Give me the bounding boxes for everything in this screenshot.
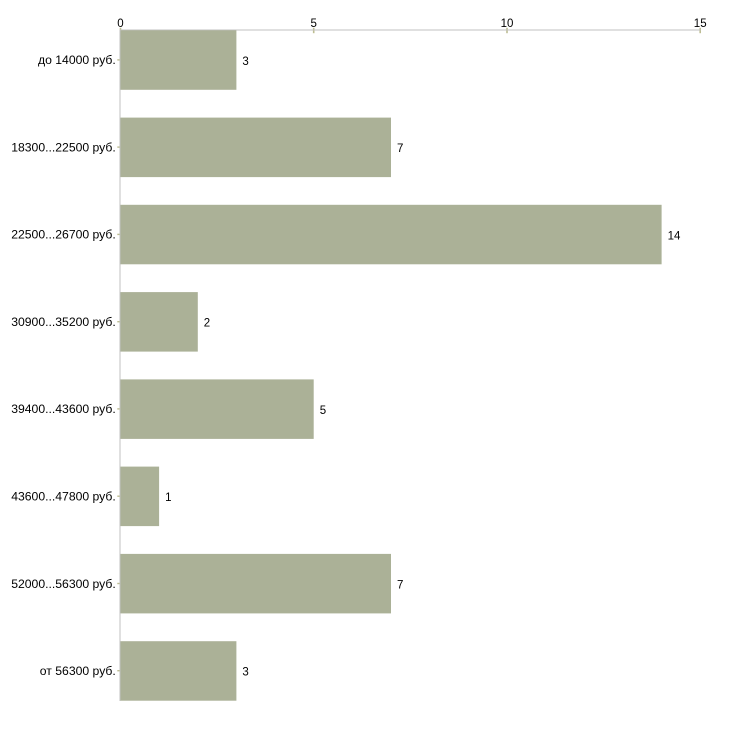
svg-text:7: 7 bbox=[397, 580, 403, 592]
svg-text:2: 2 bbox=[204, 318, 210, 330]
svg-text:7: 7 bbox=[397, 143, 403, 155]
svg-text:22500...26700 руб.: 22500...26700 руб. bbox=[11, 228, 116, 242]
svg-text:5: 5 bbox=[310, 18, 316, 30]
svg-text:30900...35200 руб.: 30900...35200 руб. bbox=[11, 315, 116, 329]
svg-text:18300...22500 руб.: 18300...22500 руб. bbox=[11, 140, 116, 154]
svg-text:до 14000 руб.: до 14000 руб. bbox=[38, 53, 116, 67]
svg-text:14: 14 bbox=[668, 230, 681, 242]
svg-text:3: 3 bbox=[242, 56, 248, 68]
svg-text:15: 15 bbox=[694, 18, 707, 30]
svg-text:52000...56300 руб.: 52000...56300 руб. bbox=[11, 577, 116, 591]
svg-text:3: 3 bbox=[242, 667, 248, 679]
svg-text:от 56300 руб.: от 56300 руб. bbox=[40, 664, 116, 678]
svg-text:0: 0 bbox=[117, 18, 123, 30]
svg-text:1: 1 bbox=[165, 492, 171, 504]
svg-text:39400...43600 руб.: 39400...43600 руб. bbox=[11, 402, 116, 416]
svg-text:10: 10 bbox=[501, 18, 514, 30]
svg-text:5: 5 bbox=[320, 405, 326, 417]
svg-text:43600...47800 руб.: 43600...47800 руб. bbox=[11, 490, 116, 504]
